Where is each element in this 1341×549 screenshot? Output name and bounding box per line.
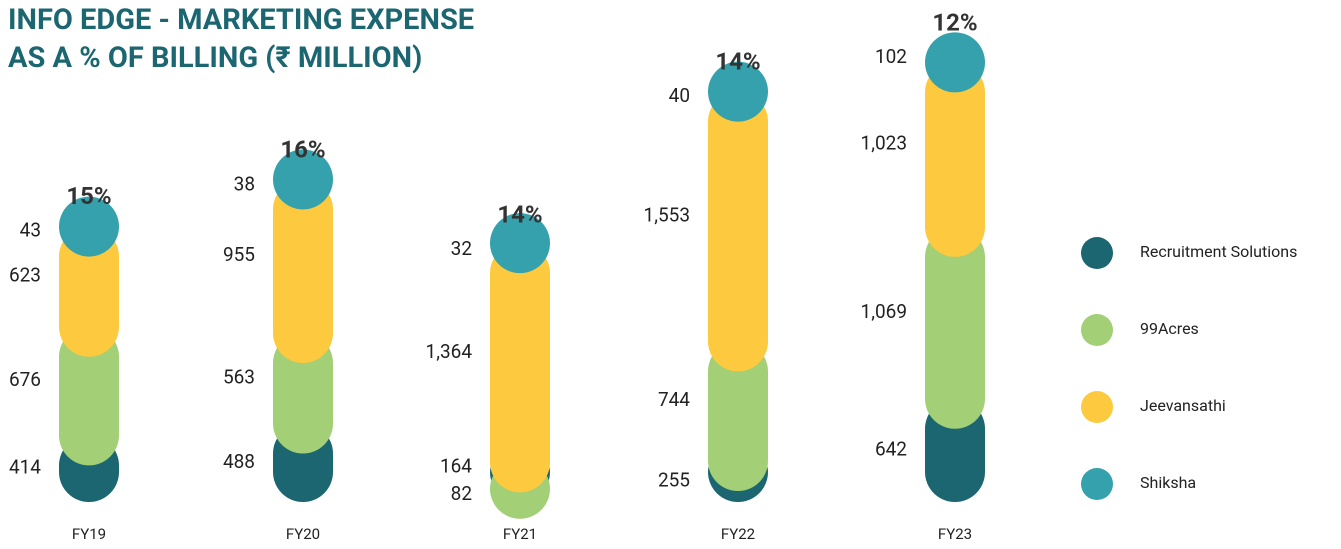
x-tick-label: FY21: [503, 525, 537, 543]
legend-label: 99Acres: [1140, 319, 1199, 338]
value-label: 1,023: [861, 132, 907, 155]
value-label: 40: [669, 84, 690, 107]
value-label: 623: [9, 264, 41, 287]
value-label: 32: [451, 237, 472, 260]
value-label: 255: [658, 469, 690, 492]
value-label: 488: [223, 450, 255, 473]
value-label: 1,069: [861, 300, 907, 323]
total-label: 16%: [280, 136, 325, 164]
bar-segment: [925, 226, 985, 429]
bar-segment: [925, 32, 985, 93]
bar-segment: [273, 333, 333, 454]
legend-swatch: [1081, 391, 1113, 423]
bar-segment: [273, 179, 333, 364]
bar-segment: [59, 196, 119, 257]
bar-segment: [708, 91, 768, 372]
legend-label: Shiksha: [1140, 473, 1196, 492]
value-label: 43: [20, 219, 41, 242]
bar-segment: [708, 341, 768, 491]
value-label: 414: [9, 456, 41, 479]
x-tick-label: FY19: [72, 525, 106, 543]
legend-label: Jeevansathi: [1140, 396, 1226, 415]
bar-segment: [490, 243, 550, 493]
x-tick-label: FY20: [286, 525, 320, 543]
chart-title: INFO EDGE - MARKETING EXPENSE: [8, 3, 474, 37]
bar-segment: [59, 226, 119, 357]
bar-segment: [708, 61, 768, 122]
value-label: 676: [9, 368, 41, 391]
value-label: 955: [223, 243, 255, 266]
value-label: 164: [440, 455, 472, 478]
bar-segment: [925, 62, 985, 257]
total-label: 12%: [932, 8, 977, 36]
value-label: 642: [875, 437, 907, 460]
legend-swatch: [1081, 468, 1113, 500]
total-label: 14%: [497, 200, 542, 228]
value-label: 1,364: [426, 340, 473, 363]
legend-swatch: [1081, 237, 1113, 269]
value-label: 38: [234, 172, 255, 195]
value-label: 1,553: [644, 204, 690, 227]
value-label: 744: [658, 388, 690, 411]
chart-title: AS A % OF BILLING (₹ MILLION): [8, 41, 422, 75]
bar-segment: [490, 213, 550, 274]
total-label: 15%: [66, 182, 111, 210]
bar-segment: [59, 326, 119, 466]
value-label: 82: [451, 482, 472, 505]
value-label: 102: [875, 45, 907, 68]
total-label: 14%: [715, 48, 760, 76]
bar-segment: [273, 149, 333, 210]
legend-swatch: [1081, 314, 1113, 346]
legend-label: Recruitment Solutions: [1140, 242, 1297, 261]
value-label: 563: [223, 365, 255, 388]
x-tick-label: FY22: [721, 525, 755, 543]
x-tick-label: FY23: [938, 525, 972, 543]
